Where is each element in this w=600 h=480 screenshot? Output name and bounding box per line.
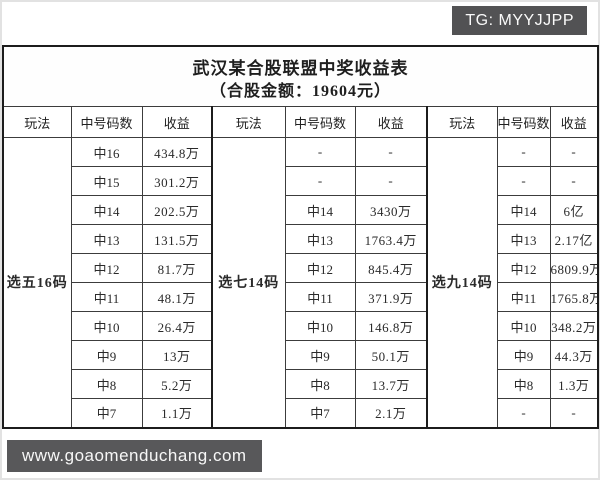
payout-cell: 845.4万 — [354, 253, 428, 283]
payout-cell: - — [354, 137, 428, 167]
payout-cell: 146.8万 — [354, 311, 428, 341]
payout-cell: 2.1万 — [354, 398, 428, 428]
hit-count-cell: 中13 — [70, 224, 143, 254]
hit-count-cell: 中8 — [284, 369, 356, 399]
hit-count-cell: 中16 — [70, 137, 143, 167]
hit-count-cell: 中10 — [70, 311, 143, 341]
telegram-contact-banner: TG: MYYJJPP — [452, 6, 587, 35]
website-banner: www.goaomenduchang.com — [7, 440, 262, 472]
hit-count-cell: 中8 — [496, 369, 551, 399]
col-header-hits-2: 中号码数 — [284, 106, 356, 138]
table-row: 中12 81.7万 中12 845.4万 中12 6809.9万 — [3, 253, 599, 283]
payout-cell: 131.5万 — [141, 224, 213, 254]
table-row: 中7 1.1万 中7 2.1万 - - — [3, 398, 599, 428]
table-subtitle: （合股金额：19604元） — [210, 82, 392, 100]
col-header-hits-3: 中号码数 — [496, 106, 551, 138]
payout-cell: 2.17亿 — [549, 224, 599, 254]
payout-cell: 26.4万 — [141, 311, 213, 341]
table-row: 中9 13万 中9 50.1万 中9 44.3万 — [3, 340, 599, 370]
payout-table: 武汉某合股联盟中奖收益表 （合股金额：19604元） 玩法 中号码数 收益 玩法… — [2, 45, 600, 429]
payout-cell: 371.9万 — [354, 282, 428, 312]
col-header-play-2: 玩法 — [211, 106, 286, 138]
hit-count-cell: - — [496, 137, 551, 167]
payout-cell: 1763.4万 — [354, 224, 428, 254]
table-row: 中15 301.2万 - - - - — [3, 166, 599, 196]
payout-cell: - — [354, 166, 428, 196]
table-title: 武汉某合股联盟中奖收益表 — [192, 58, 409, 78]
payout-cell: 1.3万 — [549, 369, 599, 399]
table-row: 中14 202.5万 中14 3430万 中14 6亿 — [3, 195, 599, 225]
payout-cell: 50.1万 — [354, 340, 428, 370]
payout-cell: 1.1万 — [141, 398, 213, 428]
hit-count-cell: 中11 — [496, 282, 551, 312]
hit-count-cell: 中10 — [496, 311, 551, 341]
col-header-payout-3: 收益 — [549, 106, 599, 138]
hit-count-cell: 中12 — [496, 253, 551, 283]
hit-count-cell: 中13 — [496, 224, 551, 254]
hit-count-cell: 中13 — [284, 224, 356, 254]
hit-count-cell: 中9 — [70, 340, 143, 370]
hit-count-cell: - — [284, 137, 356, 167]
hit-count-cell: - — [284, 166, 356, 196]
hit-count-cell: 中11 — [70, 282, 143, 312]
hit-count-cell: 中7 — [284, 398, 356, 428]
table-row: 中11 48.1万 中11 371.9万 中11 1765.8万 — [3, 282, 599, 312]
play-type-cell: 选七14码 — [211, 137, 286, 428]
payout-cell: 81.7万 — [141, 253, 213, 283]
hit-count-cell: 中15 — [70, 166, 143, 196]
hit-count-cell: 中12 — [284, 253, 356, 283]
hit-count-cell: - — [496, 398, 551, 428]
hit-count-cell: 中7 — [70, 398, 143, 428]
hit-count-cell: 中12 — [70, 253, 143, 283]
col-header-payout-1: 收益 — [141, 106, 213, 138]
hit-count-cell: 中8 — [70, 369, 143, 399]
payout-cell: 202.5万 — [141, 195, 213, 225]
payout-cell: - — [549, 166, 599, 196]
col-header-play-1: 玩法 — [2, 106, 72, 138]
title-row: 武汉某合股联盟中奖收益表 （合股金额：19604元） — [2, 45, 599, 107]
table-row: 中8 5.2万 中8 13.7万 中8 1.3万 — [3, 369, 599, 399]
payout-cell: 6809.9万 — [549, 253, 599, 283]
table-title-cell: 武汉某合股联盟中奖收益表 （合股金额：19604元） — [2, 45, 599, 107]
table-row: 中10 26.4万 中10 146.8万 中10 348.2万 — [3, 311, 599, 341]
payout-cell: - — [549, 137, 599, 167]
payout-cell: 301.2万 — [141, 166, 213, 196]
hit-count-cell: 中14 — [284, 195, 356, 225]
hit-count-cell: 中9 — [496, 340, 551, 370]
payout-cell: 6亿 — [549, 195, 599, 225]
header-row: 玩法 中号码数 收益 玩法 中号码数 收益 玩法 中号码数 收益 — [2, 106, 599, 138]
payout-cell: 44.3万 — [549, 340, 599, 370]
payout-cell: 1765.8万 — [549, 282, 599, 312]
payout-cell: 434.8万 — [141, 137, 213, 167]
hit-count-cell: 中10 — [284, 311, 356, 341]
payout-cell: 3430万 — [354, 195, 428, 225]
hit-count-cell: 中14 — [70, 195, 143, 225]
play-type-cell: 选五16码 — [2, 137, 72, 428]
hit-count-cell: - — [496, 166, 551, 196]
payout-cell: - — [549, 398, 599, 428]
hit-count-cell: 中14 — [496, 195, 551, 225]
play-type-cell: 选九14码 — [426, 137, 498, 428]
hit-count-cell: 中11 — [284, 282, 356, 312]
payout-cell: 13万 — [141, 340, 213, 370]
payout-cell: 48.1万 — [141, 282, 213, 312]
col-header-hits-1: 中号码数 — [70, 106, 143, 138]
col-header-play-3: 玩法 — [426, 106, 498, 138]
payout-cell: 5.2万 — [141, 369, 213, 399]
table-row: 选五16码 中16 434.8万 选七14码 - - 选九14码 - - — [2, 137, 599, 428]
payout-cell: 348.2万 — [549, 311, 599, 341]
payout-cell: 13.7万 — [354, 369, 428, 399]
col-header-payout-2: 收益 — [354, 106, 428, 138]
table-row: 中13 131.5万 中13 1763.4万 中13 2.17亿 — [3, 224, 599, 254]
hit-count-cell: 中9 — [284, 340, 356, 370]
